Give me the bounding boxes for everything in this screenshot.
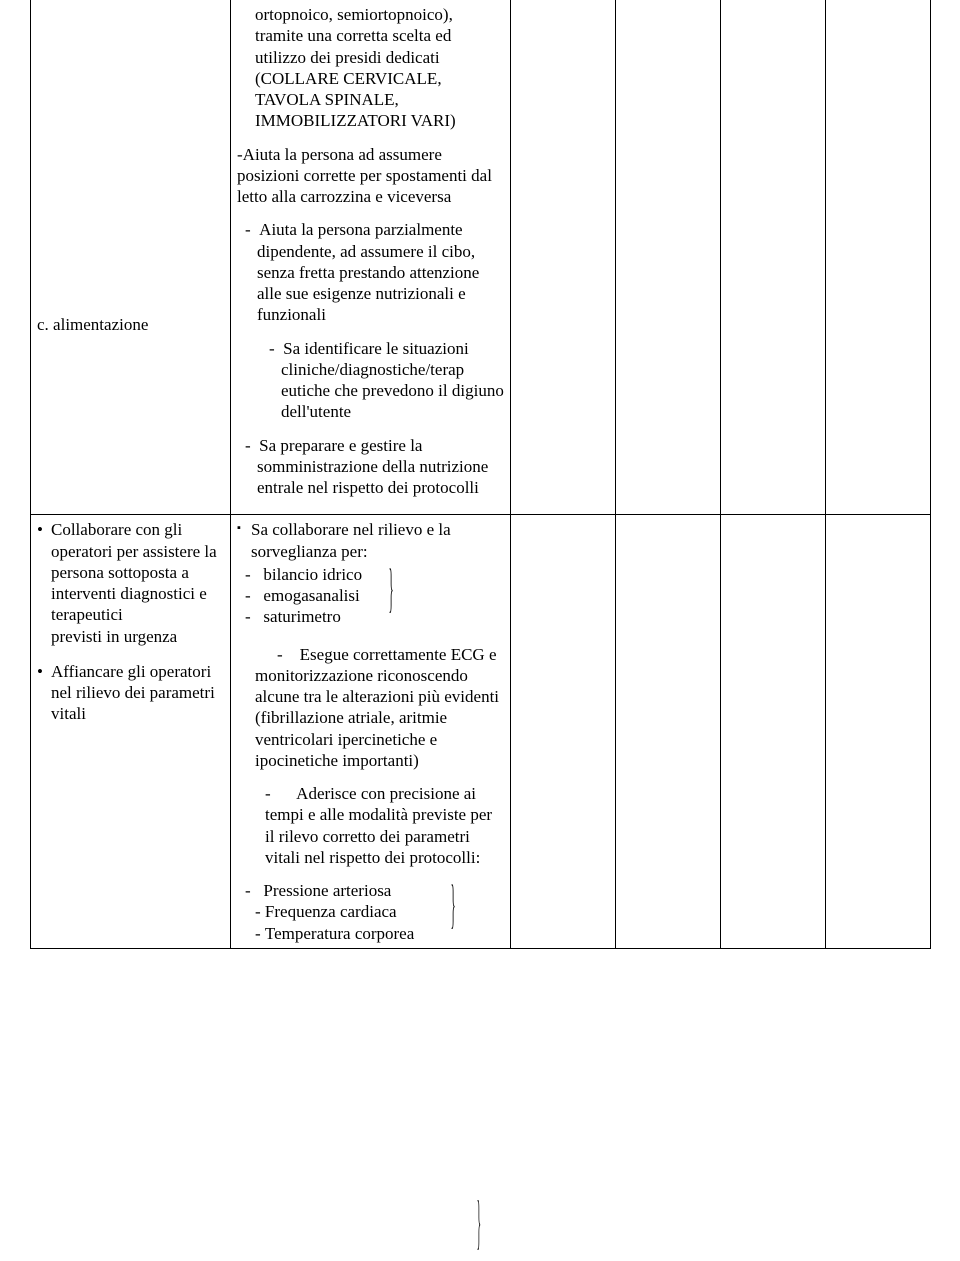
table-row: c. alimentazione ortopnoico, semiortopno… [31,0,931,515]
list-item-text: previsti in urgenza [37,626,224,647]
brace-icon: } [477,1193,481,1261]
list-item-text: emogasanalisi [263,586,359,605]
list-item-text: Pressione arteriosa [263,881,391,900]
dash-icon: - [245,586,251,605]
list-item-text: Sa preparare e gestire la somministrazio… [257,436,488,498]
list-item-text: Aiuta la persona parzialmente dipendente… [257,220,479,324]
dash-icon: - [245,881,251,900]
cell-competency: ortopnoico, semiortopnoico), tramite una… [231,0,511,515]
bullet-icon: • [37,519,51,625]
paragraph: ortopnoico, semiortopnoico), tramite una… [237,4,504,132]
paragraph: -Aiuta la persona ad assumere posizioni … [237,144,504,208]
cell-competency: ▪ Sa collaborare nel rilievo e la sorveg… [231,515,511,949]
dash-icon: - [255,902,261,921]
list-item: - Temperatura corporea [237,923,504,944]
list-item-text: Esegue correttamente ECG e monitorizzazi… [255,645,499,770]
bullet-square-icon: ▪ [237,519,251,562]
cell-eval [721,0,826,515]
list-item: - Frequenza cardiaca [237,901,504,922]
list-item-text: saturimetro [263,607,340,626]
cell-eval [826,515,931,949]
list-item: • Collaborare con gli operatori per assi… [37,519,224,625]
list-item-text: Sa identificare le situazioni cliniche/d… [281,339,504,422]
list-item: - Pressione arteriosa [237,880,504,901]
cell-eval [616,515,721,949]
list-lead-text: Sa collaborare nel rilievo e la sorvegli… [251,519,504,562]
list-item-text: Aderisce con precisione ai tempi e alle … [265,784,492,867]
list-item-text: Temperatura corporea [265,924,414,943]
objective-label: c. alimentazione [37,314,224,335]
list-item: - Aiuta la persona parzialmente dipenden… [237,219,504,325]
dash-icon: - [277,645,283,664]
dash-icon: - [245,436,251,455]
cell-objective: • Collaborare con gli operatori per assi… [31,515,231,949]
list-item: - Esegue correttamente ECG e monitorizza… [237,644,504,772]
competency-table: c. alimentazione ortopnoico, semiortopno… [30,0,931,949]
dash-icon: - [269,339,275,358]
list-item-text: Affiancare gli operatori nel rilievo dei… [51,661,224,725]
list-item: - bilancio idrico [237,564,504,585]
list-item: - saturimetro [237,606,504,627]
list-item-text: bilancio idrico [263,565,362,584]
list-item: - Aderisce con precisione ai tempi e all… [237,783,504,868]
list-item: • Affiancare gli operatori nel rilievo d… [37,661,224,725]
brace-icon: } [389,554,394,622]
bullet-icon: • [37,661,51,725]
table-row: • Collaborare con gli operatori per assi… [31,515,931,949]
cell-eval [826,0,931,515]
cell-objective: c. alimentazione [31,0,231,515]
document-page: c. alimentazione ortopnoico, semiortopno… [0,0,960,1243]
list-item: - Sa preparare e gestire la somministraz… [237,435,504,499]
dash-icon: - [245,607,251,626]
cell-eval [511,0,616,515]
list-item: - Sa identificare le situazioni cliniche… [237,338,504,423]
list-item-text: Collaborare con gli operatori per assist… [51,519,224,625]
dash-icon: - [245,220,251,239]
dash-icon: - [255,924,261,943]
brace-icon: } [451,871,456,939]
list-lead: ▪ Sa collaborare nel rilievo e la sorveg… [237,519,504,562]
dash-icon: - [265,784,271,803]
cell-eval [616,0,721,515]
cell-eval [511,515,616,949]
cell-eval [721,515,826,949]
dash-icon: - [245,565,251,584]
list-item: - emogasanalisi [237,585,504,606]
list-item-text: Frequenza cardiaca [265,902,397,921]
